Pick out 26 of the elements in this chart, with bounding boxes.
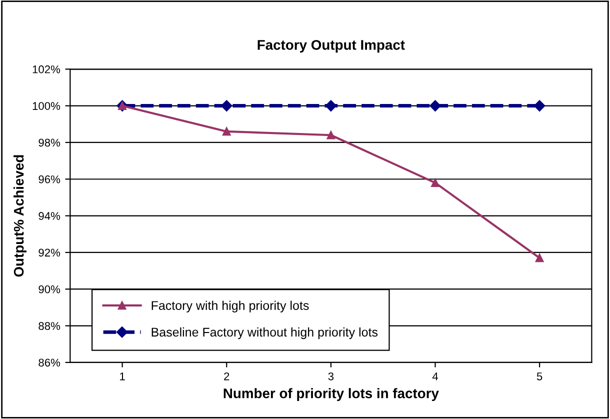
legend-label: Factory with high priority lots [152,300,309,312]
x-tick-label: 2 [224,372,230,380]
point [430,100,441,112]
point [326,130,336,140]
y-axis-title: Output% Achieved [14,155,26,277]
y-tick-label: 90% [38,285,60,294]
legend-label: Baseline Factory without high priority lots [152,327,378,340]
x-tick-label: 4 [432,372,438,380]
point [221,100,232,112]
point [431,178,440,187]
point [534,100,546,112]
y-tick-label: 94% [38,212,60,220]
y-tick-label: 86% [38,358,60,367]
x-axis-title: Number of priority lots in factory [224,388,439,402]
chart-title: Factory Output Impact [258,40,405,53]
y-tick-label: 96% [38,175,60,184]
y-tick-label: 88% [38,322,60,330]
point [535,254,544,262]
y-tick-label: 100% [32,102,60,110]
x-tick-label: 1 [120,372,125,380]
y-tick-label: 98% [38,138,60,147]
y-tick-label: 102% [32,65,60,74]
point [222,127,231,136]
x-tick-label: 5 [536,372,542,380]
x-tick-label: 3 [328,372,334,380]
y-tick-label: 92% [38,248,60,257]
